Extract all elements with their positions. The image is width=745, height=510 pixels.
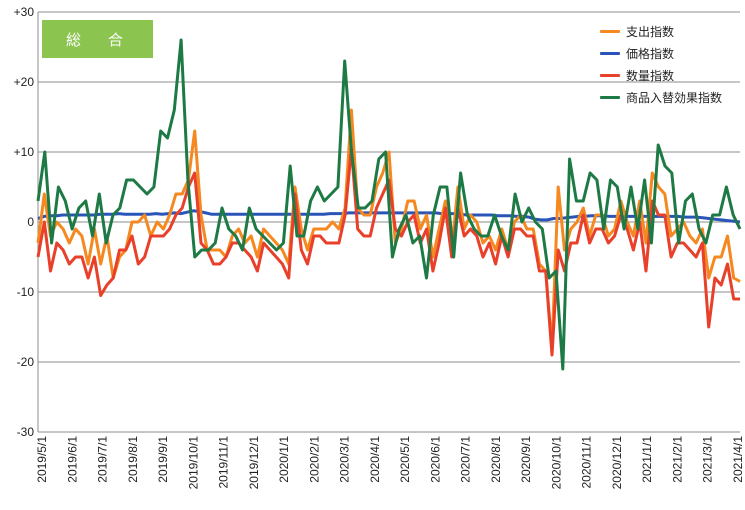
chart-title: 総 合 xyxy=(65,30,129,49)
legend: 支出指数 価格指数 数量指数 商品入替効果指数 xyxy=(600,20,722,108)
legend-swatch xyxy=(600,95,620,99)
x-tick-label: 2020/10/1 xyxy=(549,436,563,490)
x-tick-label: 2020/1/1 xyxy=(277,436,291,483)
legend-item: 数量指数 xyxy=(600,64,722,86)
x-tick-label: 2019/9/1 xyxy=(156,436,170,483)
series-line-2 xyxy=(36,147,740,357)
legend-item: 支出指数 xyxy=(600,20,722,42)
x-tick-label: 2019/12/1 xyxy=(247,436,261,490)
x-tick-label: 2020/7/1 xyxy=(459,436,473,483)
x-tick-label: 2020/12/1 xyxy=(610,436,624,490)
chart-title-badge: 総 合 xyxy=(42,20,153,58)
y-tick-label: -20 xyxy=(17,355,35,369)
y-tick-label: +30 xyxy=(14,5,35,19)
x-axis-ticks: 2019/5/1 2019/6/1 2019/7/1 2019/8/1 2019/9/1… xyxy=(35,436,745,490)
x-tick-label: 2020/9/1 xyxy=(519,436,533,483)
x-tick-label: 2019/7/1 xyxy=(96,436,110,483)
y-axis-ticks: +30 +20 +10 0 -10 -20 -30 xyxy=(14,5,35,439)
x-tick-label: 2020/4/1 xyxy=(368,436,382,483)
x-tick-label: 2019/6/1 xyxy=(65,436,79,483)
series-line-0 xyxy=(36,108,741,350)
x-tick-label: 2020/8/1 xyxy=(489,436,503,483)
series-line-3 xyxy=(36,38,742,371)
x-tick-label: 2021/3/1 xyxy=(701,436,715,483)
x-tick-label: 2021/1/1 xyxy=(640,436,654,483)
x-tick-label: 2021/2/1 xyxy=(670,436,684,483)
legend-item: 商品入替効果指数 xyxy=(600,86,722,108)
y-tick-label: +20 xyxy=(14,75,35,89)
legend-label: 数量指数 xyxy=(626,68,675,83)
series-lines xyxy=(36,38,742,371)
legend-label: 支出指数 xyxy=(626,24,675,39)
y-tick-label: 0 xyxy=(27,215,34,229)
y-tick-label: -10 xyxy=(17,285,35,299)
x-tick-label: 2020/6/1 xyxy=(428,436,442,483)
legend-swatch xyxy=(600,73,620,77)
x-tick-label: 2019/11/1 xyxy=(217,436,231,489)
x-tick-label: 2020/11/1 xyxy=(580,436,594,489)
y-tick-label: +10 xyxy=(14,145,35,159)
x-tick-label: 2019/8/1 xyxy=(126,436,140,483)
x-tick-label: 2020/3/1 xyxy=(338,436,352,483)
x-tick-label: 2019/5/1 xyxy=(35,436,49,483)
y-tick-label: -30 xyxy=(17,425,35,439)
x-tick-label: 2020/5/1 xyxy=(398,436,412,483)
legend-swatch xyxy=(600,51,620,55)
x-tick-label: 2021/4/1 xyxy=(731,436,745,483)
legend-label: 価格指数 xyxy=(626,46,675,61)
x-tick-label: 2020/2/1 xyxy=(307,436,321,483)
legend-label: 商品入替効果指数 xyxy=(626,90,723,105)
x-tick-label: 2019/10/1 xyxy=(186,436,200,490)
legend-swatch xyxy=(600,29,620,33)
legend-item: 価格指数 xyxy=(600,42,722,64)
